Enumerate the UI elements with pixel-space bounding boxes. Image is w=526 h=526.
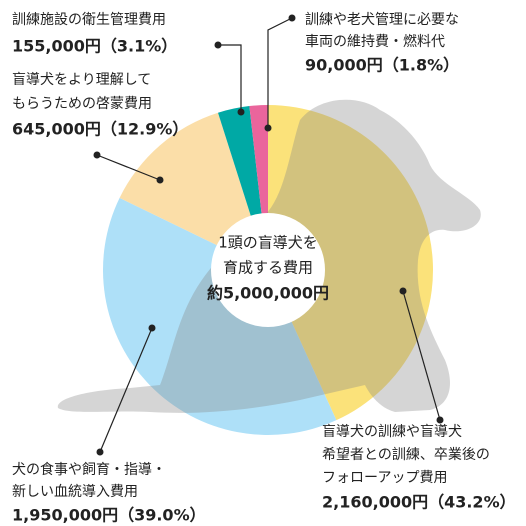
donut-hole [211,213,325,327]
category-label: 車両の維持費・燃料代 [305,33,445,50]
leaders [96,17,441,453]
leader-line [218,44,242,112]
leader-line [267,17,293,128]
center-label: 育成する費用 [223,259,313,277]
leader-dot [264,124,272,132]
category-label: 訓練や老犬管理に必要な [305,12,459,28]
value-label: 1,950,000円（39.0%） [12,506,206,525]
category-label: フォローアップ費用 [322,470,447,486]
center-label: 1頭の盲導犬を [218,234,318,252]
leader-dot [156,176,164,184]
leader-dot [214,41,222,49]
leader-dot [148,324,156,332]
leader-line [96,154,161,181]
category-label: 訓練施設の衛生管理費用 [12,12,166,28]
leader-dot [436,416,444,424]
category-label: 希望者との訓練、卒業後の [322,447,490,463]
leader-dot [237,108,245,116]
category-label: 新しい血統導入費用 [12,484,138,500]
leader-dots [93,14,444,456]
pie-slice [103,197,337,435]
pie [103,105,433,435]
value-label: 645,000円（12.9%） [12,120,188,139]
leader-dot [93,151,101,159]
pie-slice [268,105,433,421]
leader-dot [288,14,296,22]
value-label: 155,000円（3.1%） [12,37,177,56]
leader-line [402,290,441,421]
category-label: 犬の食事や飼育・指導・ [12,461,166,478]
leader-dot [399,287,407,295]
leader-dot [96,448,104,456]
category-label: もらうための啓蒙費用 [12,96,152,112]
category-label: 盲導犬をより理解して [12,71,151,88]
leader-line [99,327,153,453]
category-label: 盲導犬の訓練や盲導犬 [322,423,462,440]
center-label: 約5,000,000円 [207,284,329,303]
value-label: 90,000円（1.8%） [305,56,459,75]
value-label: 2,160,000円（43.2%） [322,493,516,512]
